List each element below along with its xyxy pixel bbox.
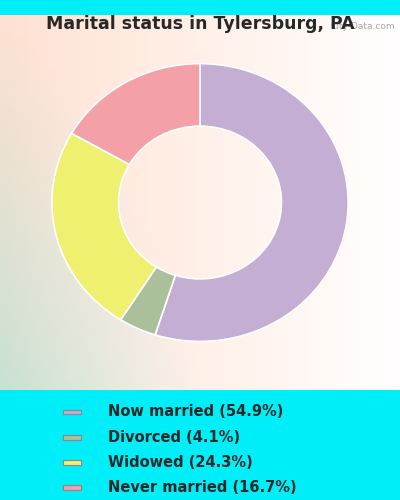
Wedge shape xyxy=(155,64,348,342)
Text: Now married (54.9%): Now married (54.9%) xyxy=(108,404,283,419)
FancyBboxPatch shape xyxy=(63,435,81,440)
FancyBboxPatch shape xyxy=(63,410,81,414)
Text: Widowed (24.3%): Widowed (24.3%) xyxy=(108,455,253,470)
FancyBboxPatch shape xyxy=(63,486,81,490)
Text: Marital status in Tylersburg, PA: Marital status in Tylersburg, PA xyxy=(46,15,354,33)
Text: Never married (16.7%): Never married (16.7%) xyxy=(108,480,297,496)
Wedge shape xyxy=(52,134,156,320)
Wedge shape xyxy=(121,267,175,335)
Text: City-Data.com: City-Data.com xyxy=(331,22,396,31)
FancyBboxPatch shape xyxy=(63,460,81,465)
Wedge shape xyxy=(72,64,200,164)
Text: Divorced (4.1%): Divorced (4.1%) xyxy=(108,430,240,445)
